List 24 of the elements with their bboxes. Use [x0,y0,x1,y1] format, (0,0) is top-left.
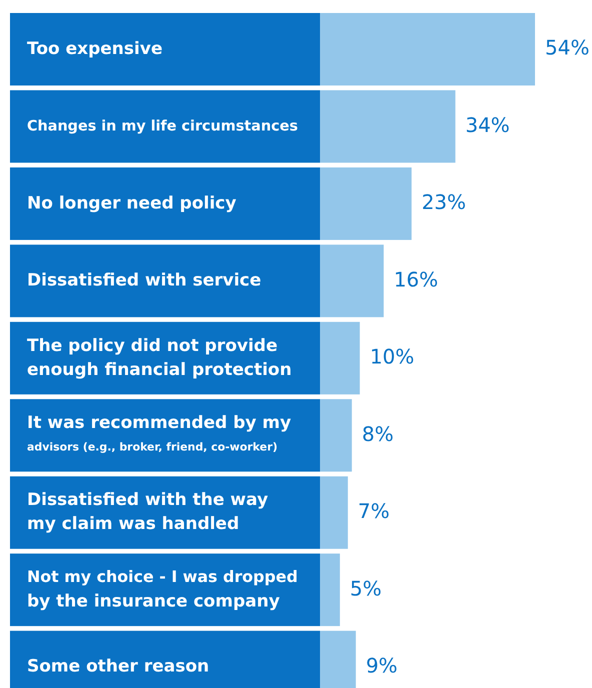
bar [320,322,360,394]
data-label: 10% [370,344,414,369]
y-tick-label: The policy did not provide enough financial protection [27,336,292,380]
bar [320,476,348,549]
data-label: 54% [545,36,590,60]
y-tick-label: It was recommended by my advisors (e.g., broker, friend, co-worker) [27,413,292,454]
data-label: 7% [358,499,390,524]
data-label: 16% [394,267,438,292]
y-tick-label: Dissatisfied with service [27,270,262,291]
data-label: 8% [362,422,394,446]
data-label: 34% [465,112,510,137]
bar [320,554,340,626]
bar [320,244,384,318]
y-tick-label: No longer need policy [27,193,236,214]
data-label: 5% [350,576,382,600]
y-tick-label: Changes in my life circumstances [27,118,298,134]
data-label: 23% [422,190,466,214]
y-tick-label: Not my choice - I was dropped by the insurance company [27,567,298,612]
data-label: 9% [366,654,398,678]
y-tick-label: Some other reason [27,656,210,677]
y-tick-label: Dissatisfied with the way my claim was handled [27,490,268,534]
bar [320,399,352,472]
y-tick-label: Too expensive [27,38,162,59]
bar [320,167,412,240]
